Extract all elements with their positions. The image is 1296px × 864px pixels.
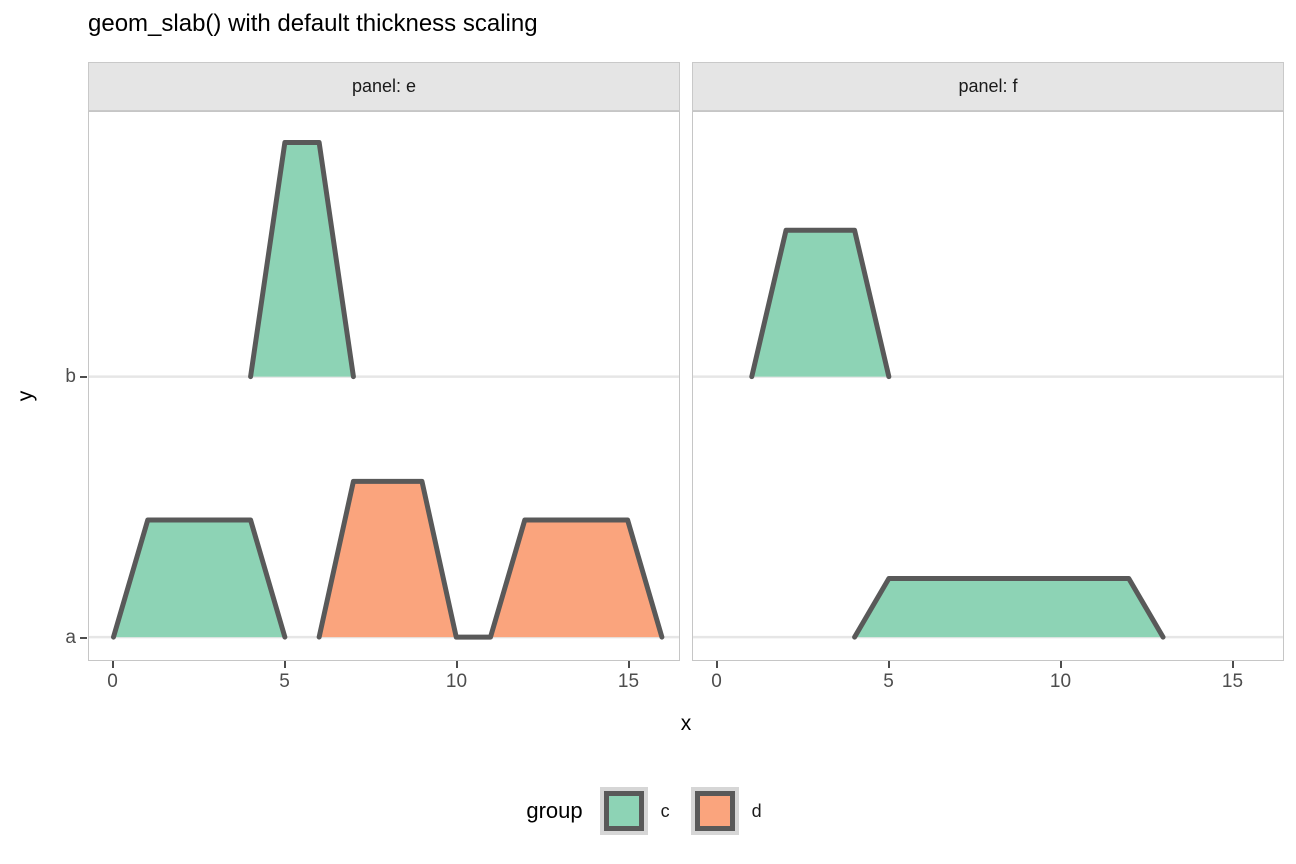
slab-outline-f-a-c xyxy=(852,576,1166,640)
x-tick-f-15 xyxy=(1231,661,1234,668)
x-tick-e-10 xyxy=(455,661,458,668)
x-tick-label-f-0: 0 xyxy=(711,671,722,692)
legend-swatch-d xyxy=(694,791,735,831)
facet-strip-f: panel: f xyxy=(692,62,1284,111)
facet-strip-e: panel: e xyxy=(88,62,680,111)
legend-label-c: c xyxy=(660,800,670,821)
y-axis-title: y xyxy=(14,390,37,402)
facet-strip-e-label: panel: e xyxy=(351,76,417,96)
slab-outline-e-a-c xyxy=(110,517,288,640)
x-tick-label-f-15: 15 xyxy=(1221,671,1244,692)
legend: group c d xyxy=(0,780,1296,842)
x-axis-title: x xyxy=(680,712,692,735)
slab-e-a-c xyxy=(113,520,285,638)
slab-f-a-c xyxy=(854,578,1164,638)
x-tick-label-f-5: 5 xyxy=(883,671,894,692)
plot-panel-f xyxy=(692,111,1284,661)
x-tick-f-5 xyxy=(887,661,890,668)
x-tick-label-e-5: 5 xyxy=(279,671,290,692)
x-tick-label-f-10: 10 xyxy=(1049,671,1072,692)
slab-e-a-d xyxy=(319,481,662,638)
slab-outline-f-b-c xyxy=(749,227,892,380)
panel-f-canvas xyxy=(693,227,1283,640)
x-tick-e-5 xyxy=(283,661,286,668)
slab-outline-e-b-c xyxy=(248,139,356,380)
y-tick-label-b: b xyxy=(65,365,76,387)
facet-strip-f-label: panel: f xyxy=(958,76,1018,96)
slab-f-b-c xyxy=(751,230,889,377)
y-tick-a xyxy=(80,637,87,639)
x-tick-f-10 xyxy=(1059,661,1062,668)
x-tick-e-15 xyxy=(627,661,630,668)
legend-key-c xyxy=(599,787,648,835)
slab-outline-e-a-d xyxy=(316,478,665,640)
x-tick-label-e-15: 15 xyxy=(617,671,640,692)
x-tick-label-e-10: 10 xyxy=(445,671,468,692)
legend-key-d xyxy=(690,787,739,835)
legend-title: group xyxy=(526,798,583,823)
x-tick-label-e-0: 0 xyxy=(107,671,118,692)
x-tick-e-0 xyxy=(111,661,114,668)
y-tick-label-a: a xyxy=(65,627,76,648)
legend-swatch-c xyxy=(603,791,644,831)
legend-label-d: d xyxy=(751,800,762,821)
chart-title: geom_slab() with default thickness scali… xyxy=(88,10,538,37)
panel-e-canvas xyxy=(89,139,679,640)
plot-panel-e xyxy=(88,111,680,661)
x-tick-f-0 xyxy=(715,661,718,668)
y-tick-b xyxy=(80,375,87,378)
